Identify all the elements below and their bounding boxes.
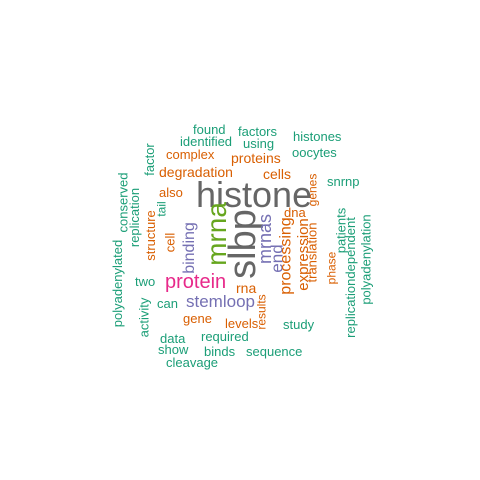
word-genes: genes [305, 173, 320, 207]
word-rna: rna [236, 280, 257, 296]
word-cells: cells [263, 166, 292, 182]
word-required: required [201, 329, 249, 344]
word-can: can [157, 296, 178, 311]
word-processing: processing [277, 217, 295, 295]
word-tail: tail [154, 201, 169, 217]
word-study: study [283, 317, 315, 332]
word-replicationdependent: replicationdependent [342, 217, 358, 338]
word-oocytes: oocytes [292, 145, 337, 160]
word-identified: identified [180, 134, 233, 149]
word-gene: gene [183, 311, 212, 326]
word-snrnp: snrnp [327, 174, 360, 189]
word-results: results [254, 294, 269, 330]
word-two: two [135, 274, 156, 289]
word-cell: cell [162, 232, 178, 253]
word-histones: histones [293, 129, 342, 144]
word-stemloop: stemloop [186, 292, 255, 311]
word-protein: protein [165, 271, 227, 293]
word-histone: histone [196, 174, 313, 215]
word-levels: levels [225, 316, 259, 331]
word-found: found [193, 122, 226, 137]
word-proteins: proteins [231, 150, 281, 166]
word-dna: dna [284, 205, 306, 220]
word-replication: replication [127, 187, 143, 248]
word-complex: complex [166, 147, 215, 162]
word-show: show [158, 342, 189, 357]
word-also: also [159, 185, 183, 200]
word-cleavage: cleavage [166, 355, 219, 370]
word-factors: factors [238, 124, 278, 139]
word-factor: factor [141, 143, 157, 176]
word-using: using [243, 136, 275, 151]
word-polyadenylated: polyadenylated [110, 239, 126, 328]
word-data: data [160, 331, 186, 346]
word-activity: activity [136, 297, 152, 338]
word-sequence: sequence [246, 344, 303, 359]
word-degradation: degradation [159, 164, 233, 180]
word-polyadenylation: polyadenylation [358, 214, 374, 305]
word-phase: phase [324, 251, 339, 285]
word-binding: binding [180, 222, 198, 274]
word-mrna: mrna [200, 202, 232, 266]
word-translation: translation [304, 222, 320, 283]
word-structure: structure [142, 210, 158, 261]
word-binds: binds [204, 344, 236, 359]
